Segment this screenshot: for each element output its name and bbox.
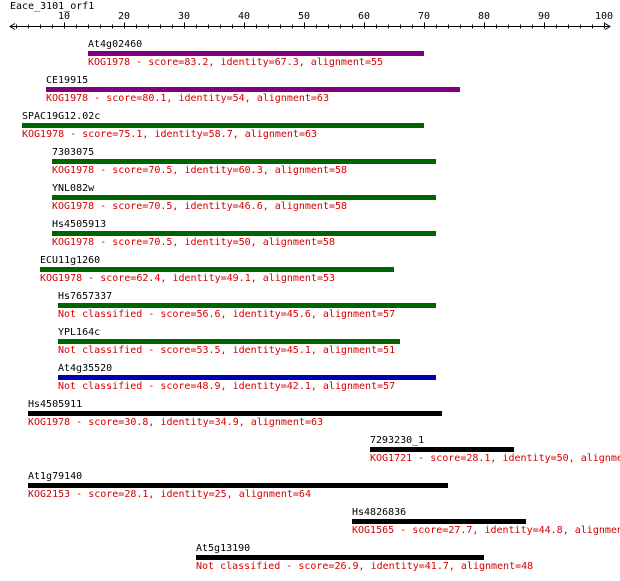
hit-description: KOG1978 - score=83.2, identity=67.3, ali… [88,57,384,68]
hit-description: KOG1978 - score=70.5, identity=60.3, ali… [52,165,348,176]
hit-bar[interactable] [58,339,400,344]
hit-description: KOG1978 - score=75.1, identity=58.7, ali… [22,129,318,140]
axis-left-arrow [9,23,16,30]
axis-tick-label: 70 [417,11,431,22]
hit-description: Not classified - score=48.9, identity=42… [58,381,396,392]
axis-tick-label: 100 [594,11,614,22]
hit-bar[interactable] [196,555,484,560]
hit-name[interactable]: Hs4505911 [28,399,83,410]
axis-tick-label: 50 [297,11,311,22]
hit-bar[interactable] [52,231,436,236]
hit-description: KOG1978 - score=70.5, identity=50, align… [52,237,335,248]
hit-name[interactable]: Hs4826836 [352,507,407,518]
axis-tick-label: 20 [117,11,131,22]
hit-name[interactable]: At1g79140 [28,471,83,482]
hit-bar[interactable] [28,483,448,488]
hit-name[interactable]: At4g35520 [58,363,113,374]
hit-description: KOG1978 - score=80.1, identity=54, align… [46,93,329,104]
hit-bar[interactable] [58,375,436,380]
hit-bar[interactable] [28,411,442,416]
sequence-axis [9,22,611,30]
axis-tick-label: 60 [357,11,371,22]
axis-tick-label: 30 [177,11,191,22]
hit-description: KOG2153 - score=28.1, identity=25, align… [28,489,311,500]
axis-right-arrow [604,23,611,30]
hit-bar[interactable] [22,123,424,128]
query-title: Eace_3101_orf1 [10,1,95,12]
hit-name[interactable]: Hs7657337 [58,291,113,302]
hit-description: KOG1565 - score=27.7, identity=44.8, ali… [352,525,620,536]
hit-name[interactable]: YPL164c [58,327,101,338]
axis-tick-label: 10 [57,11,71,22]
hit-name[interactable]: At4g02460 [88,39,143,50]
hit-name[interactable]: Hs4505913 [52,219,107,230]
axis-tick-label: 40 [237,11,251,22]
hit-description: Not classified - score=53.5, identity=45… [58,345,396,356]
axis-tick-label: 90 [537,11,551,22]
hit-bar[interactable] [370,447,514,452]
hit-bar[interactable] [88,51,424,56]
hit-name[interactable]: YNL082w [52,183,95,194]
hit-description: Not classified - score=26.9, identity=41… [196,561,534,572]
hit-bar[interactable] [58,303,436,308]
hit-name[interactable]: 7303075 [52,147,95,158]
hit-bar[interactable] [52,159,436,164]
hit-name[interactable]: At5g13190 [196,543,251,554]
hit-bar[interactable] [52,195,436,200]
axis-tick-label: 80 [477,11,491,22]
hit-name[interactable]: CE19915 [46,75,89,86]
hit-description: KOG1978 - score=30.8, identity=34.9, ali… [28,417,324,428]
hit-name[interactable]: ECU11g1260 [40,255,101,266]
hit-description: KOG1721 - score=28.1, identity=50, align… [370,453,620,464]
hit-description: Not classified - score=56.6, identity=45… [58,309,396,320]
hit-bar[interactable] [46,87,460,92]
hit-name[interactable]: SPAC19G12.02c [22,111,101,122]
hit-name[interactable]: 7293230_1 [370,435,425,446]
hit-bar[interactable] [40,267,394,272]
hit-description: KOG1978 - score=62.4, identity=49.1, ali… [40,273,336,284]
hit-description: KOG1978 - score=70.5, identity=46.6, ali… [52,201,348,212]
hit-bar[interactable] [352,519,526,524]
